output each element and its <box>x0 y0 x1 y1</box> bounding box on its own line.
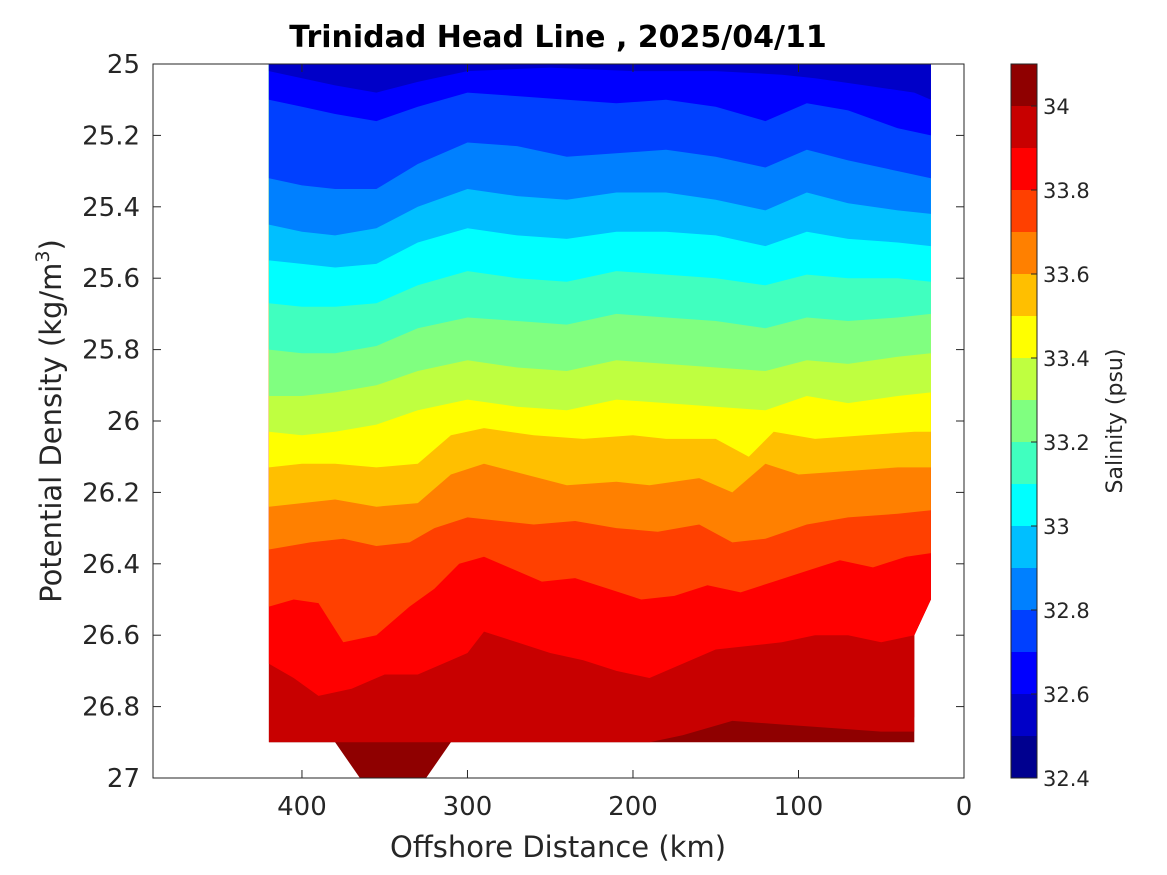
y-tick-label: 26 <box>107 407 140 437</box>
x-tick-label: 100 <box>774 792 824 822</box>
colorbar-tick-label: 33.6 <box>1043 263 1090 287</box>
colorbar-swatch <box>1011 148 1037 190</box>
y-axis-label: Potential Density (kg/m3) <box>32 239 68 603</box>
colorbar-tick-label: 32.8 <box>1043 599 1090 623</box>
y-tick-label: 25 <box>107 50 140 80</box>
colorbar-tick-label: 32.4 <box>1043 767 1090 791</box>
x-tick-label: 300 <box>443 792 493 822</box>
y-axis-label-close: ) <box>34 239 68 250</box>
contour-band-32.6 <box>268 64 931 100</box>
colorbar-tick-label: 33.4 <box>1043 347 1090 371</box>
colorbar-swatch <box>1011 736 1037 778</box>
colorbar-swatch <box>1011 694 1037 736</box>
colorbar-swatch <box>1011 358 1037 400</box>
x-tick-label: 200 <box>608 792 658 822</box>
colorbar-swatch <box>1011 400 1037 442</box>
y-tick-label: 26.6 <box>82 621 140 651</box>
y-tick-label: 26.8 <box>82 693 140 723</box>
colorbar-swatch <box>1011 610 1037 652</box>
x-axis-label: Offshore Distance (km) <box>390 830 726 864</box>
colorbar-tick-label: 33 <box>1043 515 1070 539</box>
chart-title: Trinidad Head Line , 2025/04/11 <box>289 20 826 55</box>
colorbar-tick-label: 33.2 <box>1043 431 1090 455</box>
y-tick-label: 25.4 <box>82 193 140 223</box>
colorbar-swatch <box>1011 190 1037 232</box>
y-tick-label: 25.8 <box>82 336 140 366</box>
y-tick-label: 26.2 <box>82 478 140 508</box>
colorbar-swatch <box>1011 568 1037 610</box>
colorbar <box>1011 64 1037 778</box>
y-tick-label: 26.4 <box>82 550 140 580</box>
colorbar-swatch <box>1011 106 1037 148</box>
colorbar-tick-label: 33.8 <box>1043 179 1090 203</box>
y-tick-label: 25.2 <box>82 121 140 151</box>
colorbar-ticks: 32.4 32.6 32.8 33 33.2 33.4 33.6 33.8 34 <box>1031 95 1090 791</box>
colorbar-swatch <box>1011 274 1037 316</box>
colorbar-swatch <box>1011 232 1037 274</box>
colorbar-swatch <box>1011 526 1037 568</box>
colorbar-swatch <box>1011 316 1037 358</box>
x-axis: 400 300 200 100 0 <box>277 64 972 822</box>
colorbar-swatch <box>1011 64 1037 106</box>
x-tick-label: 400 <box>277 792 327 822</box>
colorbar-swatch <box>1011 484 1037 526</box>
y-axis-label-main: Potential Density (kg/m <box>34 263 68 603</box>
y-tick-label: 25.6 <box>82 264 140 294</box>
y-tick-label: 27 <box>107 764 140 794</box>
contour-fill-layer <box>268 64 931 778</box>
colorbar-tick-label: 34 <box>1043 95 1070 119</box>
colorbar-swatch <box>1011 652 1037 694</box>
colorbar-swatch <box>1011 442 1037 484</box>
colorbar-frame <box>1010 63 1038 779</box>
colorbar-label: Salinity (psu) <box>1103 349 1128 494</box>
x-tick-label: 0 <box>956 792 973 822</box>
colorbar-tick-label: 32.6 <box>1043 683 1090 707</box>
y-axis-label-superscript: 3 <box>32 250 54 262</box>
y-axis: 25 25.2 25.4 25.6 25.8 26 26.2 26.4 26.6 26.8 27 <box>82 50 964 794</box>
